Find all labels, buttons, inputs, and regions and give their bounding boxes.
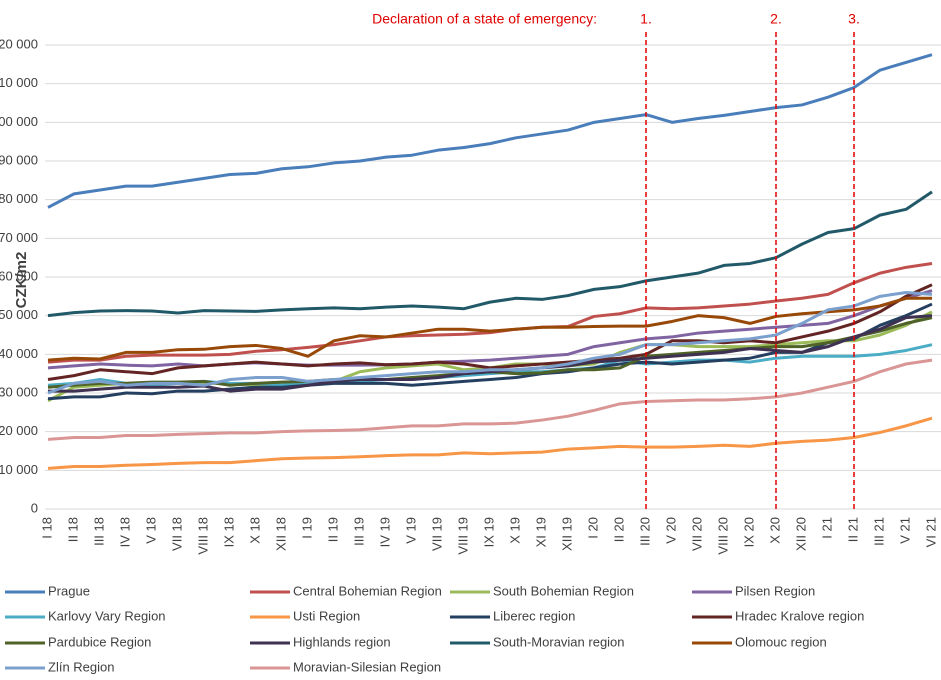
x-tick-label: X 18 bbox=[247, 517, 262, 544]
series-line bbox=[47, 358, 933, 441]
lines bbox=[47, 53, 933, 470]
x-tick-label: X 19 bbox=[507, 517, 522, 544]
x-tick-label: VI 21 bbox=[923, 517, 938, 547]
x-tick-label: VII 18 bbox=[169, 517, 184, 551]
x-tick-label: I 18 bbox=[39, 517, 54, 539]
y-tick-label: 120 000 bbox=[0, 36, 38, 51]
y-tick-label: 30 000 bbox=[0, 384, 38, 399]
x-tick-label: II 20 bbox=[611, 517, 626, 542]
legend-label: Olomouc region bbox=[735, 634, 827, 649]
x-tick-label: III 20 bbox=[637, 517, 652, 546]
x-tick-label: VIII 18 bbox=[195, 517, 210, 555]
x-tick-label: III 18 bbox=[91, 517, 106, 546]
x-tick-label: II 18 bbox=[65, 517, 80, 542]
legend-label: Zlín Region bbox=[48, 659, 114, 674]
x-tick-label: V 20 bbox=[663, 517, 678, 544]
y-tick-label: 40 000 bbox=[0, 346, 38, 361]
annotation: Declaration of a state of emergency: bbox=[372, 11, 597, 27]
legend-label: Liberec region bbox=[493, 608, 575, 623]
x-tick-label: I 21 bbox=[819, 517, 834, 539]
y-tick-label: 10 000 bbox=[0, 462, 38, 477]
legend-label: South Bohemian Region bbox=[493, 583, 634, 598]
series-line bbox=[47, 190, 933, 318]
x-tick-label: VIII 19 bbox=[455, 517, 470, 555]
y-tick-label: 50 000 bbox=[0, 307, 38, 322]
x-tick-label: VII 19 bbox=[429, 517, 444, 551]
x-tick-label: XII 18 bbox=[273, 517, 288, 551]
x-tick-label: X 20 bbox=[767, 517, 782, 544]
series-line bbox=[47, 53, 933, 209]
y-tick-label: 0 bbox=[31, 500, 38, 515]
y-tick-label: 70 000 bbox=[0, 230, 38, 245]
x-tick-label: IX 20 bbox=[741, 517, 756, 547]
emergency-label: 3. bbox=[848, 11, 860, 27]
x-tick-label: IX 19 bbox=[481, 517, 496, 547]
x-tick-label: I 19 bbox=[299, 517, 314, 539]
legend-label: Moravian-Silesian Region bbox=[293, 659, 441, 674]
series-line bbox=[47, 296, 932, 362]
y-tick-label: 100 000 bbox=[0, 114, 38, 129]
legend-label: Prague bbox=[48, 583, 90, 598]
x-tick-label: XI 19 bbox=[533, 517, 548, 547]
x-tick-label: V 21 bbox=[897, 517, 912, 544]
y-tick-label: 80 000 bbox=[0, 191, 38, 206]
legend-label: Highlands region bbox=[293, 634, 391, 649]
x-tick-label: V 19 bbox=[403, 517, 418, 544]
y-tick-label: 20 000 bbox=[0, 423, 38, 438]
x-tick-label: VIII 20 bbox=[715, 517, 730, 555]
series-line bbox=[48, 314, 933, 393]
y-tick-label: 90 000 bbox=[0, 152, 38, 167]
legend: Prague Central Bohemian Region South Bohem… bbox=[5, 583, 864, 674]
x-tick-label: VII 20 bbox=[689, 517, 704, 551]
y-tick-label: 110 000 bbox=[0, 75, 38, 90]
x-tick-label: IV 18 bbox=[117, 517, 132, 547]
legend-label: Hradec Kralove region bbox=[735, 608, 864, 623]
x-tick-label: I 20 bbox=[585, 517, 600, 539]
markers: 1. 2. 3. bbox=[640, 11, 860, 509]
x-tick-label: XII 19 bbox=[559, 517, 574, 551]
grid: 0 10 000 20 000 30 000 40 000 50 000 60 000 70 … bbox=[0, 36, 941, 555]
legend-label: Pardubice Region bbox=[48, 634, 151, 649]
x-tick-label: IX 18 bbox=[221, 517, 236, 547]
x-tick-label: II 21 bbox=[845, 517, 860, 542]
x-tick-label: III 21 bbox=[871, 517, 886, 546]
x-tick-label: III 19 bbox=[351, 517, 366, 546]
series-line bbox=[47, 283, 933, 381]
x-tick-label: IV 19 bbox=[377, 517, 392, 547]
emergency-label: 1. bbox=[640, 11, 652, 27]
legend-label: Karlovy Vary Region bbox=[48, 608, 166, 623]
legend-label: South-Moravian region bbox=[493, 634, 625, 649]
x-tick-label: II 19 bbox=[325, 517, 340, 542]
legend-label: Pilsen Region bbox=[735, 583, 815, 598]
x-tick-label: V 18 bbox=[143, 517, 158, 544]
series-line bbox=[47, 290, 933, 395]
series-line bbox=[47, 416, 933, 470]
series-line bbox=[47, 261, 933, 364]
legend-label: Central Bohemian Region bbox=[293, 583, 442, 598]
legend-label: Usti Region bbox=[293, 608, 360, 623]
y-axis-label: CZK/m2 bbox=[13, 252, 30, 309]
y-tick-label: 60 000 bbox=[0, 268, 38, 283]
x-tick-label: XII 20 bbox=[793, 517, 808, 551]
emergency-label: 2. bbox=[770, 11, 782, 27]
